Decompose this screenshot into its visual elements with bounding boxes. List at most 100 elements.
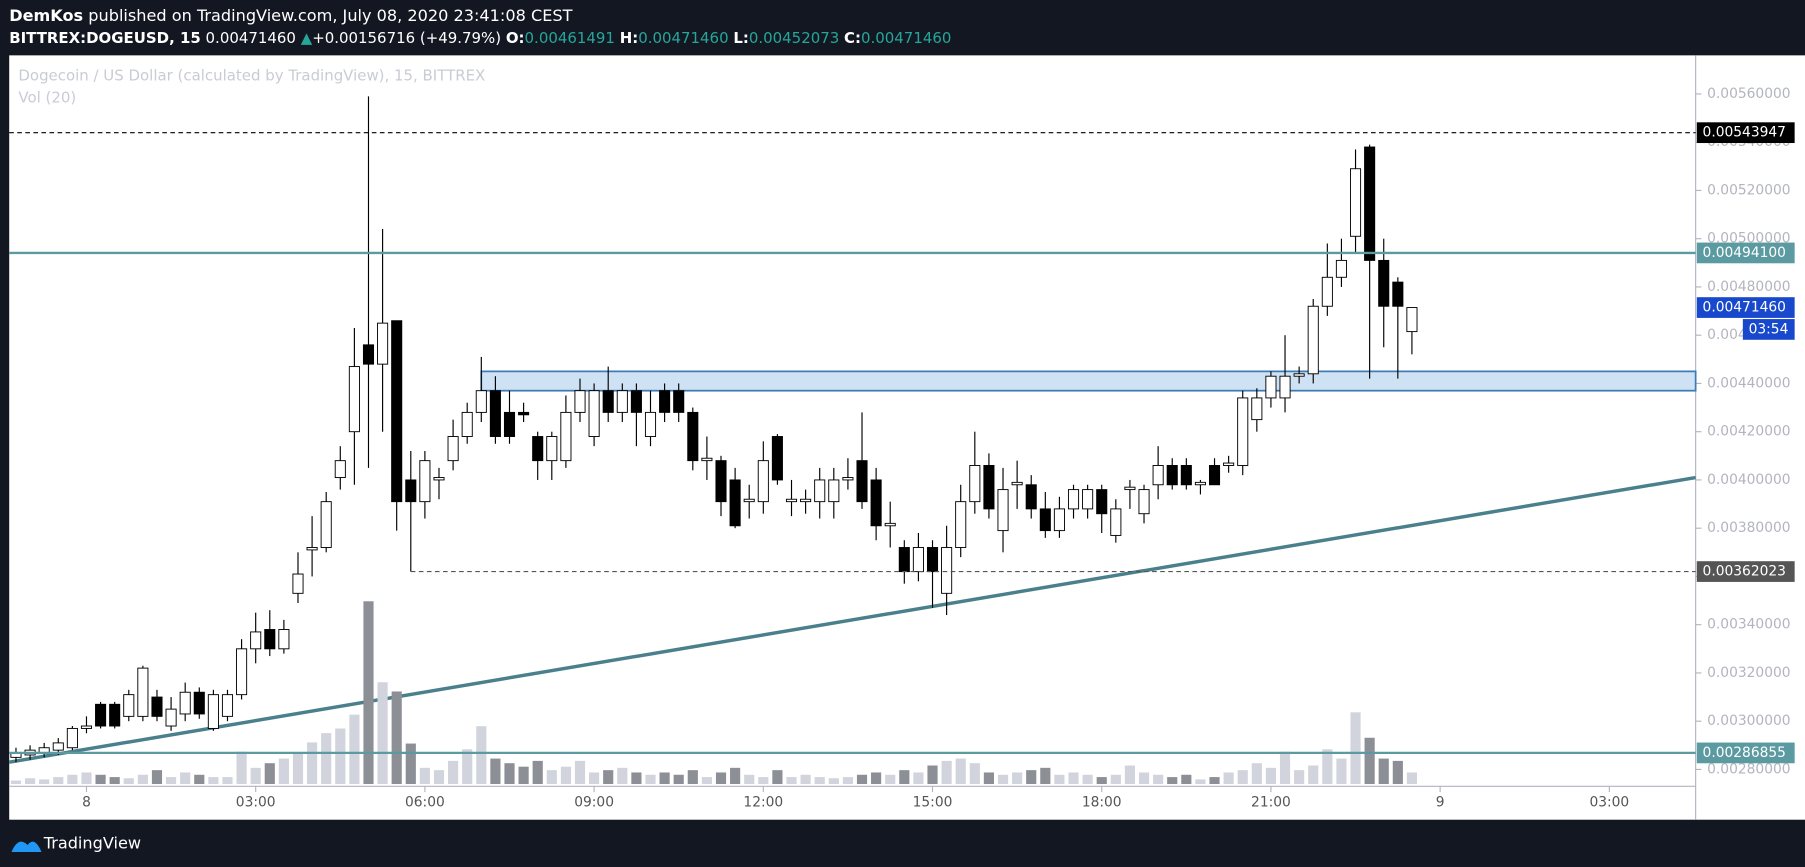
candle (278, 619, 290, 654)
volume-bar (1195, 779, 1206, 785)
candle-body (151, 696, 163, 717)
x-tick-label: 21:00 (1251, 794, 1291, 810)
candle-body (179, 691, 191, 715)
x-tick-label: 18:00 (1082, 794, 1122, 810)
volume-bar (1181, 774, 1192, 785)
candle-body (1335, 259, 1347, 278)
header-line-2: BITTREX:DOGEUSD, 15 0.00471460 ▲+0.00156… (9, 29, 951, 47)
candle-body (1194, 481, 1206, 486)
volume-bar (659, 772, 670, 785)
candle (701, 436, 713, 480)
volume-bar (208, 777, 219, 785)
candle (1335, 238, 1347, 287)
candle (673, 383, 685, 423)
volume-bar (1082, 774, 1093, 785)
candle (334, 446, 346, 490)
candle-body (1251, 397, 1263, 421)
candle (250, 612, 262, 664)
y-tick-label: 0.00480000 (1707, 279, 1790, 295)
candle-body (616, 390, 628, 413)
candle (151, 689, 163, 722)
candle (659, 383, 671, 423)
ohlc-label: O: (506, 29, 525, 47)
price-line-label: 0.00543947 (1703, 125, 1786, 141)
volume-bar (264, 763, 275, 785)
candle (419, 450, 431, 519)
volume-bar (786, 777, 797, 785)
volume-bar (1167, 777, 1178, 785)
price-line-label: 0.00362023 (1703, 564, 1786, 580)
candle (644, 390, 657, 447)
candle-body (221, 694, 234, 717)
candle (969, 431, 981, 514)
candle-body (165, 708, 177, 727)
volume-bar (307, 742, 318, 785)
candle (1223, 455, 1235, 473)
candle (546, 431, 558, 480)
candle-body (52, 742, 64, 751)
volume-bar (1138, 772, 1150, 785)
candle-body (1265, 375, 1277, 399)
y-tick-label: 0.00300000 (1707, 713, 1790, 729)
candle (137, 665, 149, 722)
candle-body (715, 460, 727, 503)
candle (221, 689, 234, 722)
volume-bar (715, 772, 727, 785)
volume-bar (1251, 763, 1262, 785)
candle (518, 402, 530, 423)
volume-bar (363, 601, 374, 785)
candle-body (1166, 465, 1178, 486)
volume-bar (885, 774, 896, 785)
volume-bar (1223, 772, 1234, 785)
volume-bar (1209, 777, 1220, 785)
volume-bar (589, 772, 600, 785)
volume-bar (1350, 712, 1361, 785)
volume-bar (53, 777, 64, 785)
candle-body (602, 390, 614, 413)
candle-body (489, 390, 501, 437)
volume-bar (1012, 772, 1023, 785)
volume-bar (278, 758, 289, 785)
candle (306, 516, 318, 577)
y-tick-label: 0.00400000 (1707, 472, 1790, 488)
candle (785, 479, 798, 517)
volume-bar (1364, 737, 1375, 785)
candle (348, 327, 360, 485)
candle (1025, 475, 1037, 519)
candle-body (673, 390, 685, 413)
candle (1152, 446, 1164, 500)
candle-body (856, 460, 868, 503)
volume-bar (1026, 770, 1037, 785)
candle-body (137, 667, 149, 717)
axis-labels: 0.00543947 0.00494100 0.00362023 0.00286855… (1696, 122, 1795, 764)
last-price: 0.00471460 (206, 29, 296, 47)
candle (1364, 144, 1376, 379)
volume-bar (546, 770, 557, 785)
candle (588, 383, 600, 447)
volume-bar (899, 770, 910, 785)
candle (193, 687, 205, 719)
volume-bar (335, 728, 346, 785)
candle-body (1110, 508, 1122, 536)
volume-bar (1279, 751, 1291, 785)
price-line-label-bg (1696, 122, 1795, 144)
candle (179, 682, 191, 722)
volume-bar (95, 774, 106, 785)
candle (1053, 496, 1065, 538)
x-tick-label: 12:00 (743, 794, 783, 810)
candle-body (644, 411, 657, 437)
candle (1237, 390, 1249, 476)
candle (109, 701, 121, 729)
volume-bar (109, 777, 120, 785)
price-line-label-bg (1696, 561, 1795, 582)
volume-bar (856, 774, 868, 785)
candle (856, 412, 868, 509)
volume-bar (1294, 770, 1305, 785)
volume-bar (1040, 767, 1051, 785)
volume-bar (701, 777, 712, 785)
candle-body (95, 703, 107, 727)
volume-bar (518, 766, 529, 785)
candle-body (123, 694, 135, 717)
candle (391, 320, 403, 531)
candle-body (1096, 489, 1108, 515)
